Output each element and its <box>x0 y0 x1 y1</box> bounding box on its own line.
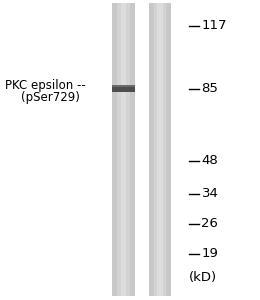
Text: 26: 26 <box>202 217 218 230</box>
Text: (kD): (kD) <box>188 271 217 284</box>
Text: 85: 85 <box>202 82 218 95</box>
Bar <box>113 3 135 296</box>
Text: 48: 48 <box>202 154 218 167</box>
Bar <box>113 85 135 87</box>
Bar <box>113 85 135 92</box>
Text: PKC epsilon --: PKC epsilon -- <box>5 79 86 92</box>
Text: (pSer729): (pSer729) <box>21 91 80 104</box>
Bar <box>121 3 126 296</box>
Bar <box>118 3 129 296</box>
Bar <box>154 3 166 296</box>
Bar <box>157 3 163 296</box>
Text: 34: 34 <box>202 187 218 200</box>
Text: 117: 117 <box>202 19 227 32</box>
Bar <box>149 3 171 296</box>
Text: 19: 19 <box>202 247 218 260</box>
